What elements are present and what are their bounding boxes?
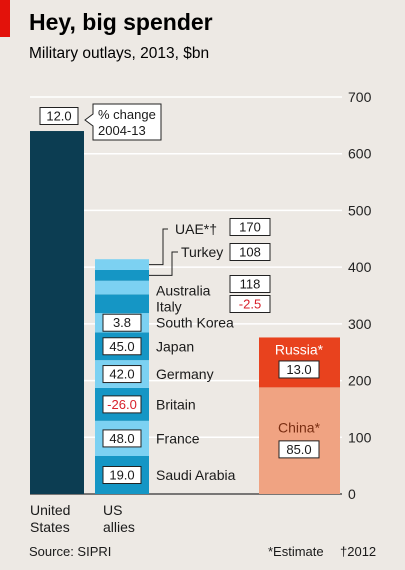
accent-bar bbox=[0, 0, 10, 37]
leader-turkey bbox=[149, 251, 178, 276]
value-box-japan: 45.0 bbox=[102, 337, 142, 356]
label-russia: Russia* bbox=[275, 341, 324, 357]
value-box-france: 48.0 bbox=[102, 429, 142, 448]
tick-label-400: 400 bbox=[348, 259, 372, 275]
source-note: Source: SIPRI bbox=[29, 544, 111, 559]
dagger-note: †2012 bbox=[340, 544, 376, 559]
label-china: China* bbox=[278, 419, 321, 435]
tick-label-100: 100 bbox=[348, 429, 372, 445]
label-australia: Australia bbox=[156, 283, 211, 299]
svg-text:-26.0: -26.0 bbox=[107, 397, 137, 412]
tick-label-700: 700 bbox=[348, 89, 372, 105]
svg-text:85.0: 85.0 bbox=[286, 442, 311, 457]
label-france: France bbox=[156, 430, 200, 446]
svg-text:12.0: 12.0 bbox=[46, 109, 71, 124]
svg-text:19.0: 19.0 bbox=[109, 468, 134, 483]
value-box-australia: 118 bbox=[229, 275, 271, 293]
label-south-korea: South Korea bbox=[156, 315, 234, 331]
label-italy: Italy bbox=[156, 299, 182, 315]
tick-label-600: 600 bbox=[348, 146, 372, 162]
bar-segment-turkey bbox=[95, 269, 149, 281]
chart-subtitle: Military outlays, 2013, $bn bbox=[29, 45, 209, 62]
bar-united-states bbox=[30, 131, 84, 494]
svg-text:45.0: 45.0 bbox=[109, 339, 134, 354]
svg-text:48.0: 48.0 bbox=[109, 431, 134, 446]
svg-text:42.0: 42.0 bbox=[109, 367, 134, 382]
bar-segment-australia bbox=[95, 280, 149, 295]
tick-label-200: 200 bbox=[348, 373, 372, 389]
svg-text:118: 118 bbox=[240, 277, 261, 292]
svg-text:170: 170 bbox=[239, 220, 261, 235]
svg-text:3.8: 3.8 bbox=[113, 315, 131, 330]
estimate-note: *Estimate bbox=[268, 544, 324, 559]
tick-label-300: 300 bbox=[348, 316, 372, 332]
value-box-south-korea: 3.8 bbox=[102, 313, 142, 332]
bar-segment-italy bbox=[95, 294, 149, 314]
label-britain: Britain bbox=[156, 396, 196, 412]
value-box-uae: 170 bbox=[229, 218, 271, 236]
value-box-united-states: 12.0 bbox=[39, 107, 79, 125]
callout-line2: 2004-13 bbox=[98, 123, 146, 138]
svg-text:108: 108 bbox=[239, 245, 261, 260]
label-uae: UAE*† bbox=[175, 221, 217, 237]
bar-segment-uae bbox=[95, 259, 149, 270]
value-box-germany: 42.0 bbox=[102, 365, 142, 384]
label-germany: Germany bbox=[156, 366, 214, 382]
tick-label-0: 0 bbox=[348, 486, 356, 502]
svg-text:-2.5: -2.5 bbox=[239, 297, 261, 312]
tick-label-500: 500 bbox=[348, 202, 372, 218]
chart-title: Hey, big spender bbox=[29, 9, 213, 35]
label-japan: Japan bbox=[156, 338, 194, 354]
y-axis-ticks: 0 100 200 300 400 500 600 700 bbox=[348, 89, 372, 502]
leader-uae bbox=[149, 228, 168, 266]
svg-text:13.0: 13.0 bbox=[286, 362, 311, 377]
value-box-italy: -2.5 bbox=[229, 295, 271, 313]
label-turkey: Turkey bbox=[181, 244, 223, 260]
label-saudi-arabia: Saudi Arabia bbox=[156, 467, 236, 483]
x-label-us-line1: United bbox=[30, 502, 70, 518]
x-label-allies-line2: allies bbox=[103, 519, 135, 535]
value-box-saudi-arabia: 19.0 bbox=[102, 466, 142, 485]
x-label-allies-line1: US bbox=[103, 502, 122, 518]
value-box-turkey: 108 bbox=[229, 243, 271, 261]
callout-line1: % change bbox=[98, 107, 156, 122]
value-box-china: 85.0 bbox=[278, 440, 320, 459]
value-box-britain: -26.0 bbox=[102, 395, 142, 414]
x-label-us-line2: States bbox=[30, 519, 70, 535]
value-box-russia: 13.0 bbox=[278, 360, 320, 379]
